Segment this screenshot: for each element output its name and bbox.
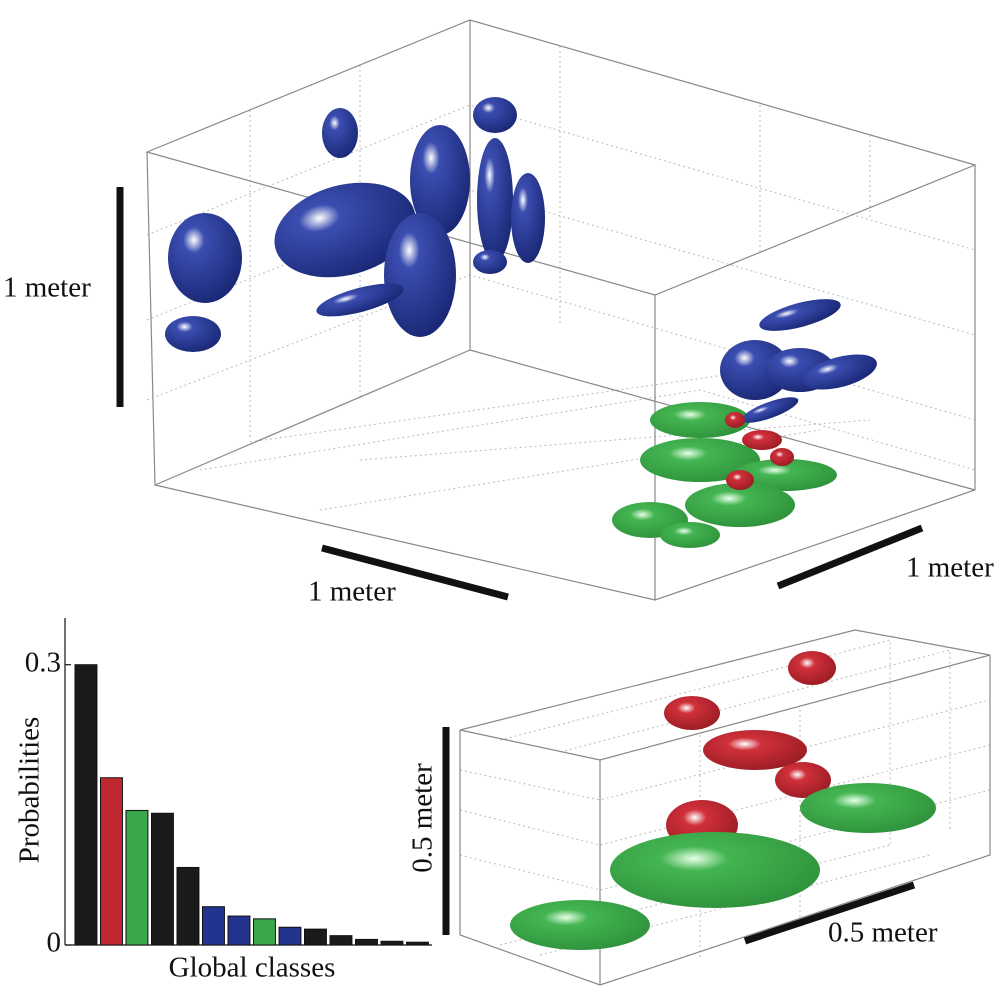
ellipsoid [511,173,545,263]
ellipsoid [664,696,720,730]
ellipsoid [788,651,836,685]
scale-label: 0.5 meter [407,763,439,873]
bar [329,935,353,946]
ellipsoid [742,430,782,450]
scale-bar [776,524,924,590]
ellipsoid [703,730,807,770]
ellipsoid [741,397,799,423]
ellipsoid [473,250,507,274]
top-3d-view: 1 meter 1 meter 1 meter [3,19,994,608]
bar [278,926,302,946]
ellipsoid [770,448,794,466]
ellipsoid [725,412,745,428]
box-outline [145,19,977,601]
scale-bar [743,881,916,945]
ellipsoid [322,108,358,158]
bar [380,940,404,946]
grid-lines [146,46,976,511]
ellipsoid [410,125,470,235]
ellipsoid [640,438,760,482]
bar [100,777,123,946]
ellipsoid [510,900,650,950]
ellipsoid [803,354,877,390]
ellipsoid [610,832,820,908]
bar [304,928,327,946]
bar [227,915,251,946]
ellipsoid [775,762,831,798]
y-tick-label: 0 [47,927,62,959]
bar [253,918,276,946]
bar [406,941,429,946]
x-axis-label: Global classes [169,952,336,984]
bar [74,664,98,946]
bottom-3d-view: 0.5 meter 0.5 meter [407,629,991,986]
ellipsoid [733,459,837,491]
ellipsoids [165,97,877,548]
bar [355,938,378,946]
ellipsoid [165,316,221,352]
y-axis-label: Probabilities [14,717,46,864]
bar [151,812,174,946]
y-tick-label: 0.3 [25,646,61,678]
ellipsoid [660,522,720,548]
ellipsoid [726,470,754,490]
ellipsoid [477,138,513,262]
scale-label: 0.5 meter [828,917,938,949]
ellipsoid [800,783,936,833]
ellipsoid [316,283,404,317]
ellipsoid [759,299,841,331]
ellipsoid [473,97,517,133]
ellipsoid [168,213,242,303]
bar [176,866,200,946]
ellipsoid [720,340,790,400]
scale-bar [321,544,509,601]
ellipsoid [384,213,456,337]
ellipsoid [274,182,416,278]
scale-label: 1 meter [308,576,396,608]
bar [125,809,149,946]
ellipsoid [650,402,750,438]
scale-label: 1 meter [3,272,91,304]
scale-label: 1 meter [906,552,994,584]
bar-chart: Global classes Probabilities 0 0.3 [14,618,432,984]
ellipsoid [685,483,795,527]
bar [202,906,225,946]
